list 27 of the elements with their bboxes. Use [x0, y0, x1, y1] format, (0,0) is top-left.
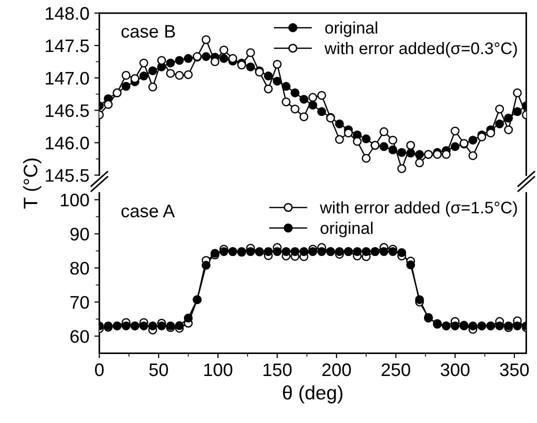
annotation: case B [121, 25, 175, 38]
y-tick-label: 147.5 [46, 40, 89, 52]
x-tick-label: 250 [382, 363, 410, 376]
y-tick-label: 70 [70, 296, 89, 309]
annotation: case A [121, 204, 175, 218]
x-tick-label: 350 [500, 363, 529, 376]
x-axis-title: θ (deg) [283, 385, 342, 404]
y-tick-label: 147.0 [46, 72, 89, 85]
x-tick-label: 0 [95, 363, 104, 376]
x-tick-label: 150 [264, 363, 292, 376]
y-tick-label: 60 [70, 330, 89, 343]
legend-label: original [325, 21, 378, 37]
y-axis-title: T (°C) [23, 158, 42, 209]
x-tick-label: 300 [440, 363, 470, 376]
y-tick-label: 148.0 [46, 7, 89, 20]
y-tick-label: 80 [70, 262, 89, 275]
y-tick-label: 146.0 [46, 136, 89, 150]
y-tick-label: 90 [70, 228, 89, 241]
y-tick-label: 145.5 [46, 169, 89, 182]
y-tick-label: 100 [60, 194, 89, 206]
x-tick-label: 100 [204, 363, 232, 376]
x-tick-label: 50 [149, 363, 168, 376]
x-tick-label: 200 [322, 363, 351, 376]
legend-label: with error added (σ=1.5°C) [320, 201, 517, 217]
y-tick-label: 146.5 [46, 104, 89, 118]
legend-label: original [320, 222, 373, 238]
legend-label: with error added(σ=0.3°C) [324, 42, 517, 58]
